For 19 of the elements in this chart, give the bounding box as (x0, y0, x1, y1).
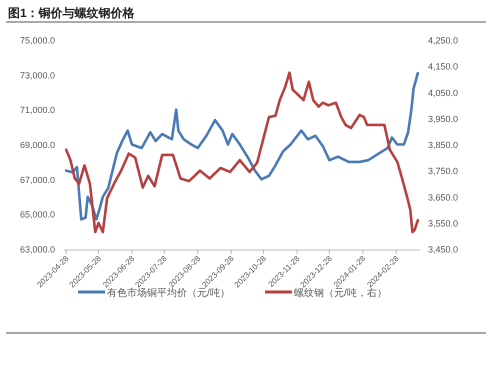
y-tick-label: 63,000.0 (20, 244, 55, 254)
y2-tick-label: 3,550.0 (428, 218, 458, 228)
y2-tick-label: 4,150.0 (428, 62, 458, 72)
chart-title: 图1：铜价与螺纹钢价格 (8, 6, 136, 20)
y-tick-label: 73,000.0 (20, 70, 55, 80)
y2-tick-label: 3,950.0 (428, 114, 458, 124)
y2-tick-label: 4,050.0 (428, 88, 458, 98)
y-tick-label: 65,000.0 (20, 210, 55, 220)
y2-tick-label: 3,850.0 (428, 140, 458, 150)
y-tick-label: 69,000.0 (20, 140, 55, 150)
y2-tick-label: 3,450.0 (428, 244, 458, 254)
y2-tick-label: 3,650.0 (428, 192, 458, 202)
legend-label: 有色市场铜平均价（元/吨） (107, 287, 230, 299)
y2-tick-label: 4,250.0 (428, 36, 458, 46)
y-tick-label: 71,000.0 (20, 105, 55, 116)
y-tick-label: 75,000.0 (20, 36, 55, 46)
legend-label: 螺纹钢（元/吨，右） (294, 287, 387, 299)
y2-tick-label: 3,750.0 (428, 166, 458, 176)
y-tick-label: 67,000.0 (20, 174, 55, 185)
